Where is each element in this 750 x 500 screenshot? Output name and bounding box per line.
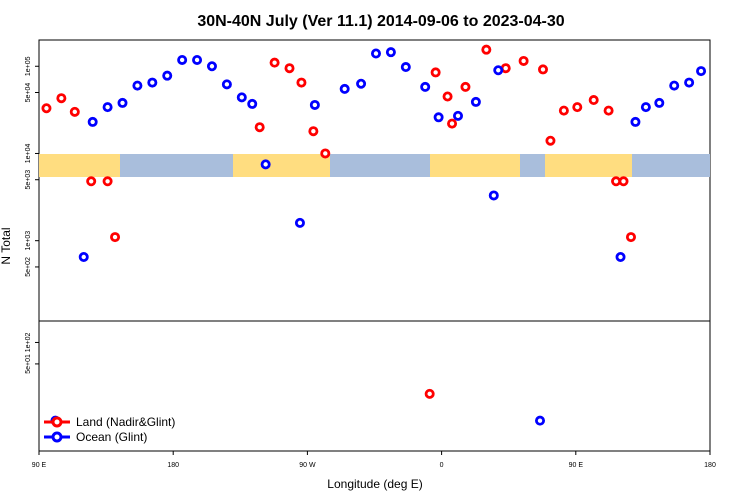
land-point	[618, 176, 629, 187]
data-points	[41, 44, 707, 426]
legend: Land (Nadir&Glint) Ocean (Glint)	[44, 415, 175, 444]
ocean-point	[385, 47, 396, 58]
x-tick-label: 0	[440, 462, 444, 469]
land-point	[110, 232, 121, 243]
land-point	[86, 176, 97, 187]
land-point	[320, 148, 331, 159]
y-tick-label: 5e+02	[25, 257, 32, 277]
ocean-point	[247, 98, 258, 109]
lower-panel-frame	[38, 320, 711, 452]
y-tick-label: 1e+02	[25, 333, 32, 353]
upper-y-axis-ticks: 1e+05 5e+04 1e+04 5e+03 1e+03 5e+02	[25, 56, 39, 277]
land-point	[460, 81, 471, 92]
ocean-point	[294, 217, 305, 228]
ocean-point	[117, 97, 128, 108]
chart-title: 30N-40N July (Ver 11.1) 2014-09-06 to 20…	[197, 13, 564, 30]
land-point	[545, 135, 556, 146]
land-point	[572, 102, 583, 113]
ocean-point	[192, 54, 203, 65]
land-point	[518, 55, 529, 66]
legend-ocean-marker	[51, 431, 63, 443]
ocean-point	[87, 116, 98, 127]
land-point	[537, 64, 548, 75]
legend-land-label: Land (Nadir&Glint)	[76, 415, 175, 429]
y-tick-label: 5e+01	[25, 354, 32, 374]
land-point	[69, 106, 80, 117]
ocean-point	[640, 102, 651, 113]
map-ocean-band	[39, 154, 710, 177]
y-tick-label: 5e+03	[25, 170, 32, 190]
land-point	[442, 91, 453, 102]
y-tick-label: 1e+05	[25, 56, 32, 76]
ocean-point	[162, 70, 173, 81]
ocean-point	[433, 112, 444, 123]
ocean-point	[356, 78, 367, 89]
y-tick-label: 1e+03	[25, 231, 32, 251]
land-point	[41, 103, 52, 114]
land-point	[296, 77, 307, 88]
land-point	[558, 105, 569, 116]
land-point	[56, 93, 67, 104]
map-land-region	[430, 154, 520, 177]
x-tick-label: 90 E	[32, 462, 47, 469]
ocean-point	[535, 415, 546, 426]
land-point	[430, 67, 441, 78]
x-tick-label: 90 W	[299, 462, 316, 469]
land-point	[308, 126, 319, 137]
ocean-point	[654, 97, 665, 108]
ocean-point	[147, 77, 158, 88]
ocean-point	[453, 110, 464, 121]
ocean-point	[206, 61, 217, 72]
land-point	[625, 232, 636, 243]
ocean-point	[78, 252, 89, 263]
ocean-point	[684, 77, 695, 88]
ocean-point	[488, 190, 499, 201]
y-axis-label: N Total	[0, 227, 13, 264]
land-point	[424, 388, 435, 399]
map-land-region	[39, 154, 120, 177]
ocean-point	[309, 99, 320, 110]
y-tick-label: 1e+04	[25, 144, 32, 164]
ocean-point	[177, 54, 188, 65]
land-point	[603, 105, 614, 116]
land-point	[254, 122, 265, 133]
land-point	[447, 118, 458, 129]
ocean-point	[339, 83, 350, 94]
land-point	[284, 63, 295, 74]
x-tick-label: 180	[704, 462, 716, 469]
land-point	[481, 44, 492, 55]
ocean-point	[236, 92, 247, 103]
legend-land-marker	[51, 416, 63, 428]
x-tick-label: 90 E	[569, 462, 584, 469]
legend-ocean-label: Ocean (Glint)	[76, 430, 147, 444]
ocean-point	[221, 79, 232, 90]
ocean-point	[260, 159, 271, 170]
ocean-point	[370, 48, 381, 59]
y-tick-label: 5e+04	[25, 83, 32, 103]
land-point	[269, 57, 280, 68]
ocean-point	[420, 81, 431, 92]
ocean-point	[470, 96, 481, 107]
ocean-point	[696, 66, 707, 77]
x-axis-label: Longitude (deg E)	[327, 477, 422, 491]
ocean-point	[615, 252, 626, 263]
map-land-region	[233, 154, 330, 177]
land-point	[588, 95, 599, 106]
world-map-strip	[39, 154, 710, 177]
ocean-point	[630, 116, 641, 127]
ocean-point	[400, 62, 411, 73]
ocean-point	[493, 65, 504, 76]
x-axis-ticks: 90 E 180 90 W 0 90 E 180	[32, 451, 716, 469]
map-land-masses	[39, 154, 632, 177]
land-point	[102, 176, 113, 187]
x-tick-label: 180	[167, 462, 179, 469]
ocean-point	[102, 102, 113, 113]
ocean-point	[132, 80, 143, 91]
map-land-region	[545, 154, 632, 177]
ocean-point	[669, 80, 680, 91]
